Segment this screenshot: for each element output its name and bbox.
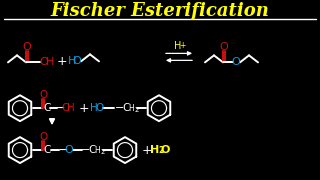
Text: 2: 2 <box>158 146 164 155</box>
Text: O: O <box>232 57 240 67</box>
Text: O: O <box>220 42 228 52</box>
Text: 2: 2 <box>101 149 105 155</box>
Text: O: O <box>39 132 47 142</box>
Text: −: − <box>115 103 125 113</box>
Text: H: H <box>67 103 75 113</box>
Text: 2: 2 <box>135 107 140 113</box>
Text: C: C <box>43 103 51 113</box>
Text: H: H <box>90 103 98 113</box>
Text: +: + <box>142 144 152 157</box>
Text: O: O <box>23 42 31 52</box>
Text: C: C <box>43 145 51 155</box>
Text: H: H <box>150 145 160 155</box>
Text: +: + <box>179 41 185 50</box>
Text: O: O <box>62 103 70 113</box>
Text: O: O <box>39 90 47 100</box>
Text: O: O <box>40 57 48 67</box>
Text: Fischer Esterification: Fischer Esterification <box>51 3 269 21</box>
Text: −: − <box>58 144 68 157</box>
Text: C: C <box>88 145 96 155</box>
Text: +: + <box>57 55 67 68</box>
Text: O: O <box>65 145 73 155</box>
Text: O: O <box>73 56 81 66</box>
Text: O: O <box>160 145 170 155</box>
Text: +: + <box>79 102 89 115</box>
Text: O: O <box>95 103 103 113</box>
Text: H: H <box>94 146 100 155</box>
Text: C: C <box>122 103 130 113</box>
Text: −: − <box>55 102 65 115</box>
Text: H: H <box>128 104 134 113</box>
Text: H: H <box>46 57 54 67</box>
Text: H: H <box>68 56 76 66</box>
Text: H: H <box>174 41 182 51</box>
Text: −: − <box>81 145 91 155</box>
